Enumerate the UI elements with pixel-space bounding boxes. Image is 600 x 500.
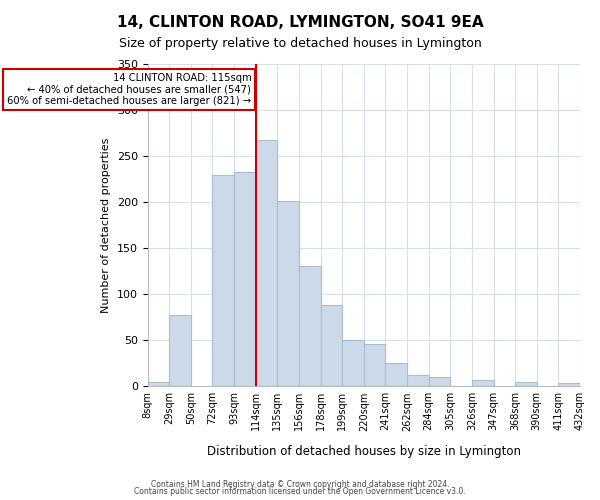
Bar xyxy=(169,316,191,386)
Text: 14 CLINTON ROAD: 115sqm
← 40% of detached houses are smaller (547)
60% of semi-d: 14 CLINTON ROAD: 115sqm ← 40% of detache… xyxy=(7,73,251,106)
Bar xyxy=(234,172,256,386)
Bar xyxy=(428,377,450,386)
Text: 14, CLINTON ROAD, LYMINGTON, SO41 9EA: 14, CLINTON ROAD, LYMINGTON, SO41 9EA xyxy=(116,15,484,30)
Bar xyxy=(256,140,277,386)
Text: Contains HM Land Registry data © Crown copyright and database right 2024.: Contains HM Land Registry data © Crown c… xyxy=(151,480,449,489)
Bar xyxy=(148,382,169,386)
Bar xyxy=(559,382,580,386)
Text: Contains public sector information licensed under the Open Government Licence v3: Contains public sector information licen… xyxy=(134,487,466,496)
Text: Size of property relative to detached houses in Lymington: Size of property relative to detached ho… xyxy=(119,38,481,51)
Bar xyxy=(299,266,320,386)
X-axis label: Distribution of detached houses by size in Lymington: Distribution of detached houses by size … xyxy=(207,444,521,458)
Bar xyxy=(364,344,385,387)
Bar xyxy=(515,382,537,386)
Bar xyxy=(472,380,494,386)
Bar xyxy=(407,376,428,386)
Bar xyxy=(277,201,299,386)
Bar xyxy=(320,306,342,386)
Bar xyxy=(342,340,364,386)
Y-axis label: Number of detached properties: Number of detached properties xyxy=(101,138,111,313)
Bar xyxy=(212,176,234,386)
Bar xyxy=(385,364,407,386)
